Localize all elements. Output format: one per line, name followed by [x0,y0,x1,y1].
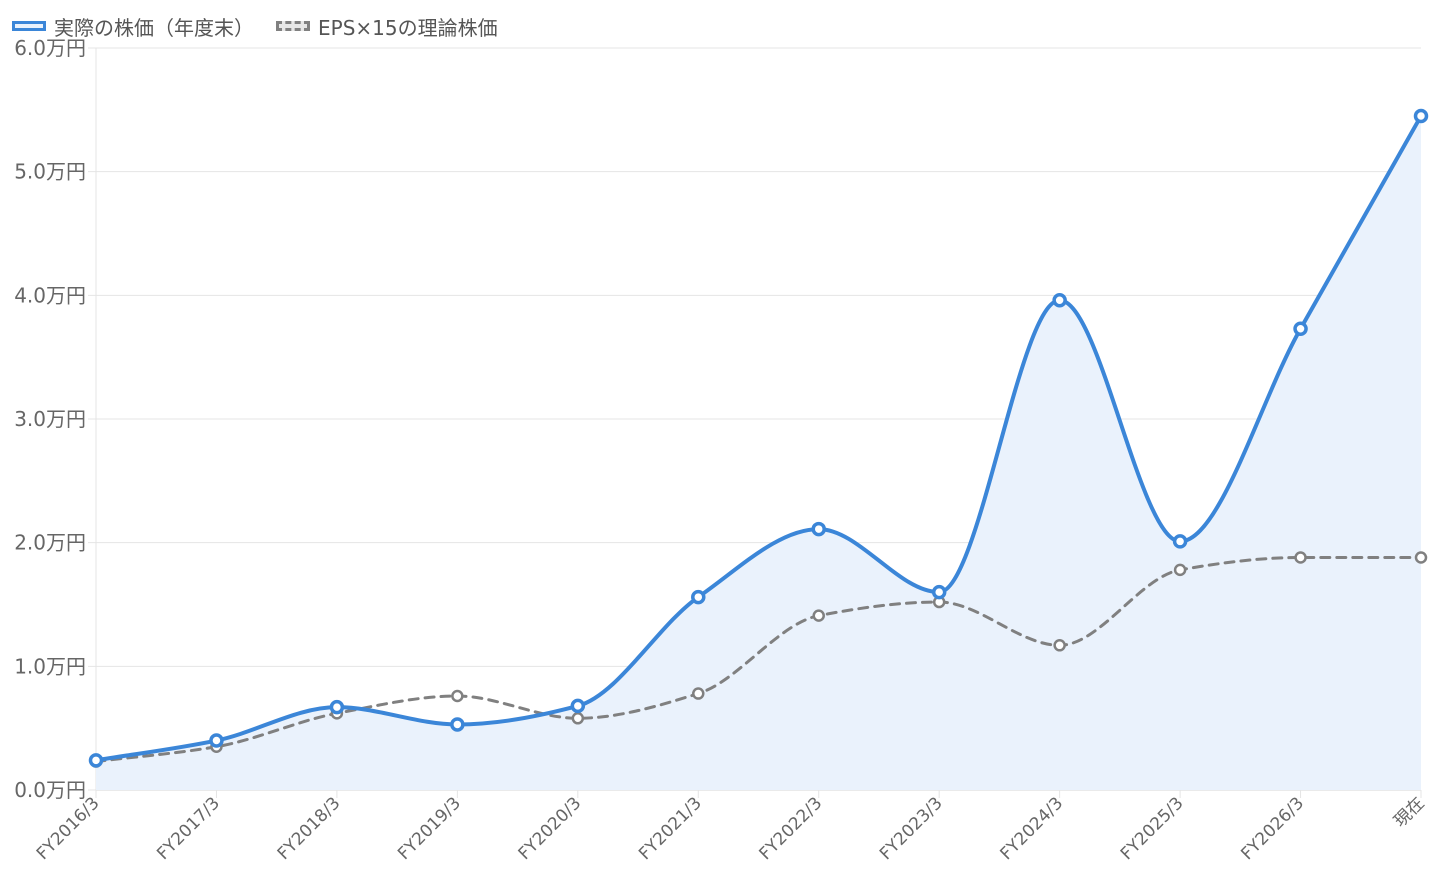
x-tick-label: 現在 [1390,793,1428,831]
y-tick-label: 3.0万円 [14,407,86,431]
legend-label-eps: EPS×15の理論株価 [318,15,498,40]
x-tick-label: FY2017/3 [153,793,224,864]
x-tick-label: FY2024/3 [996,793,1067,864]
data-point-actual-price [691,589,706,605]
data-point-actual-price [1293,321,1308,336]
grid-lines [88,47,1421,791]
data-point-eps-price [571,712,585,725]
data-point-actual-price [811,521,826,537]
data-point-eps-price [1173,563,1187,577]
x-tick-label: FY2016/3 [33,793,104,864]
data-point-eps-price [812,609,825,622]
x-tick-label: FY2026/3 [1237,793,1308,864]
data-point-eps-price [451,689,464,703]
data-point-actual-price [570,698,586,714]
x-tick-label: FY2019/3 [394,793,465,864]
y-tick-label: 5.0万円 [14,160,86,184]
y-tick-label: 2.0万円 [14,531,86,555]
series-areas [96,116,1421,791]
data-point-actual-price [209,733,224,748]
legend-swatch-actual [12,21,46,31]
x-tick-label: FY2021/3 [635,793,706,864]
legend-label-actual: 実際の株価（年度末） [54,15,254,40]
x-tick-label: FY2022/3 [756,793,827,864]
data-point-actual-price [450,717,465,732]
y-axis: 0.0万円 1.0万円 2.0万円 3.0万円 4.0万円 5.0万円 6.0万円 [14,36,97,802]
y-tick-label: 1.0万円 [14,654,86,678]
legend-item-eps-price[interactable]: EPS×15の理論株価 [276,12,498,41]
data-point-actual-price [1413,108,1429,124]
y-tick-label: 0.0万円 [14,778,86,802]
series-line-actual-price [94,114,1423,763]
data-point-eps-price [1414,551,1428,564]
data-point-eps-price [1294,551,1307,564]
data-point-actual-price [88,753,104,768]
series-area-actual-price [96,116,1421,791]
y-tick-label: 4.0万円 [14,283,86,307]
legend: 実際の株価（年度末） EPS×15の理論株価 [12,10,520,42]
y-tick-label: 6.0万円 [14,36,86,60]
x-tick-label: FY2025/3 [1117,793,1188,864]
data-point-actual-price [1172,534,1188,549]
data-point-actual-price [329,699,345,715]
data-point-eps-price [692,687,705,700]
x-tick-label: FY2018/3 [274,793,345,864]
legend-swatch-eps [276,21,310,31]
x-tick-label: FY2023/3 [876,793,947,864]
series-points [88,108,1429,768]
x-tick-label: FY2020/3 [515,793,586,864]
x-axis: FY2016/3 FY2017/3 FY2018/3 FY2019/3 FY2020/3… [33,789,1429,864]
data-point-eps-price [1053,639,1066,652]
legend-item-actual-price[interactable]: 実際の株価（年度末） [12,12,254,41]
data-point-actual-price [931,584,947,600]
data-point-actual-price [1052,293,1067,308]
